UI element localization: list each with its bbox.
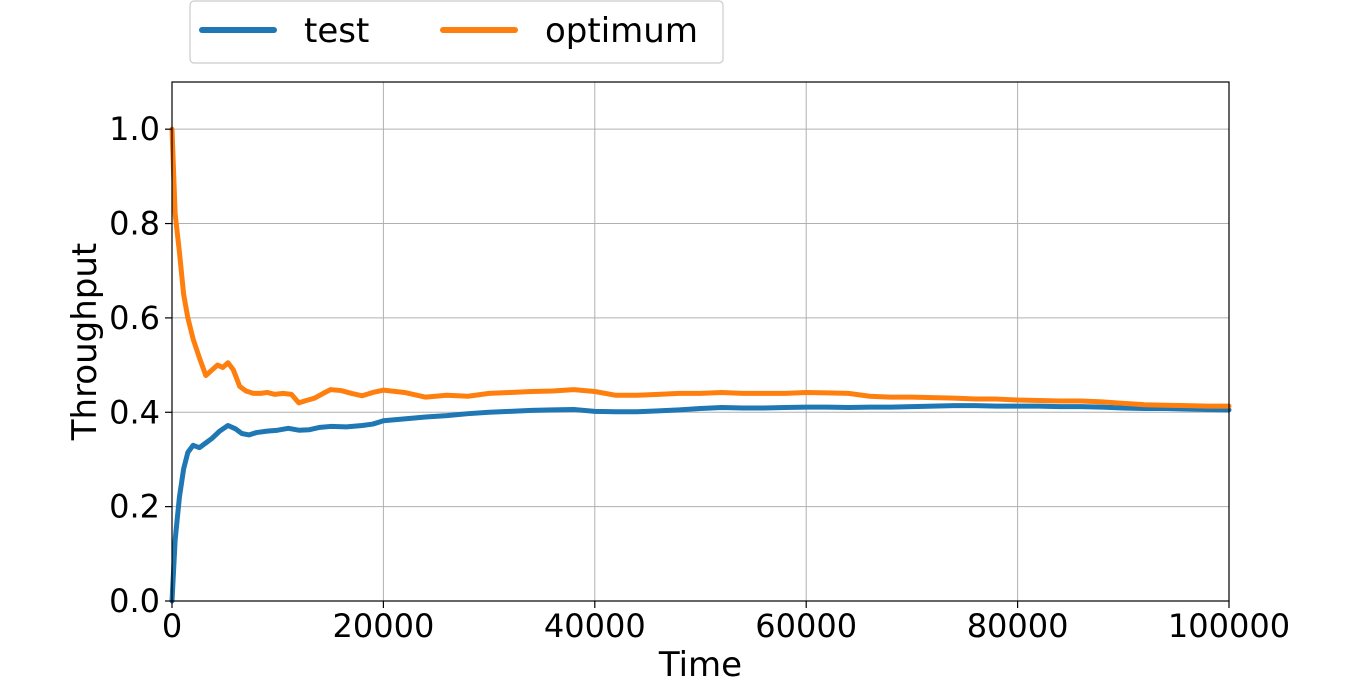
x-tick-label: 60000 [755, 607, 857, 645]
x-tick-label: 20000 [333, 607, 435, 645]
series-line-test [169, 403, 1232, 604]
x-tick-label: 0 [162, 607, 182, 645]
y-axis-label: Throughput [65, 243, 105, 442]
y-tick-label: 1.0 [109, 110, 160, 148]
y-tick-label: 0.0 [109, 582, 160, 620]
legend-label-test: test [304, 11, 369, 51]
y-tick-label: 0.4 [109, 393, 160, 431]
legend: test optimum [189, 0, 724, 64]
y-axis-ticks: 0.0 0.2 0.4 0.6 0.8 1.0 [109, 110, 172, 620]
x-tick-label: 100000 [1168, 607, 1290, 645]
y-tick-label: 0.8 [109, 205, 160, 243]
x-tick-label: 80000 [967, 607, 1069, 645]
x-axis-ticks: 0 20000 40000 60000 80000 100000 [162, 601, 1290, 645]
grid-lines [171, 82, 1230, 602]
plot-frame [171, 81, 1230, 602]
series-line-optimum [169, 126, 1232, 409]
x-tick-label: 40000 [544, 607, 646, 645]
y-tick-label: 0.6 [109, 299, 160, 337]
x-axis-label: Time [658, 645, 742, 681]
y-tick-label: 0.2 [109, 488, 160, 526]
legend-label-optimum: optimum [545, 11, 698, 51]
series-layer [169, 126, 1232, 604]
